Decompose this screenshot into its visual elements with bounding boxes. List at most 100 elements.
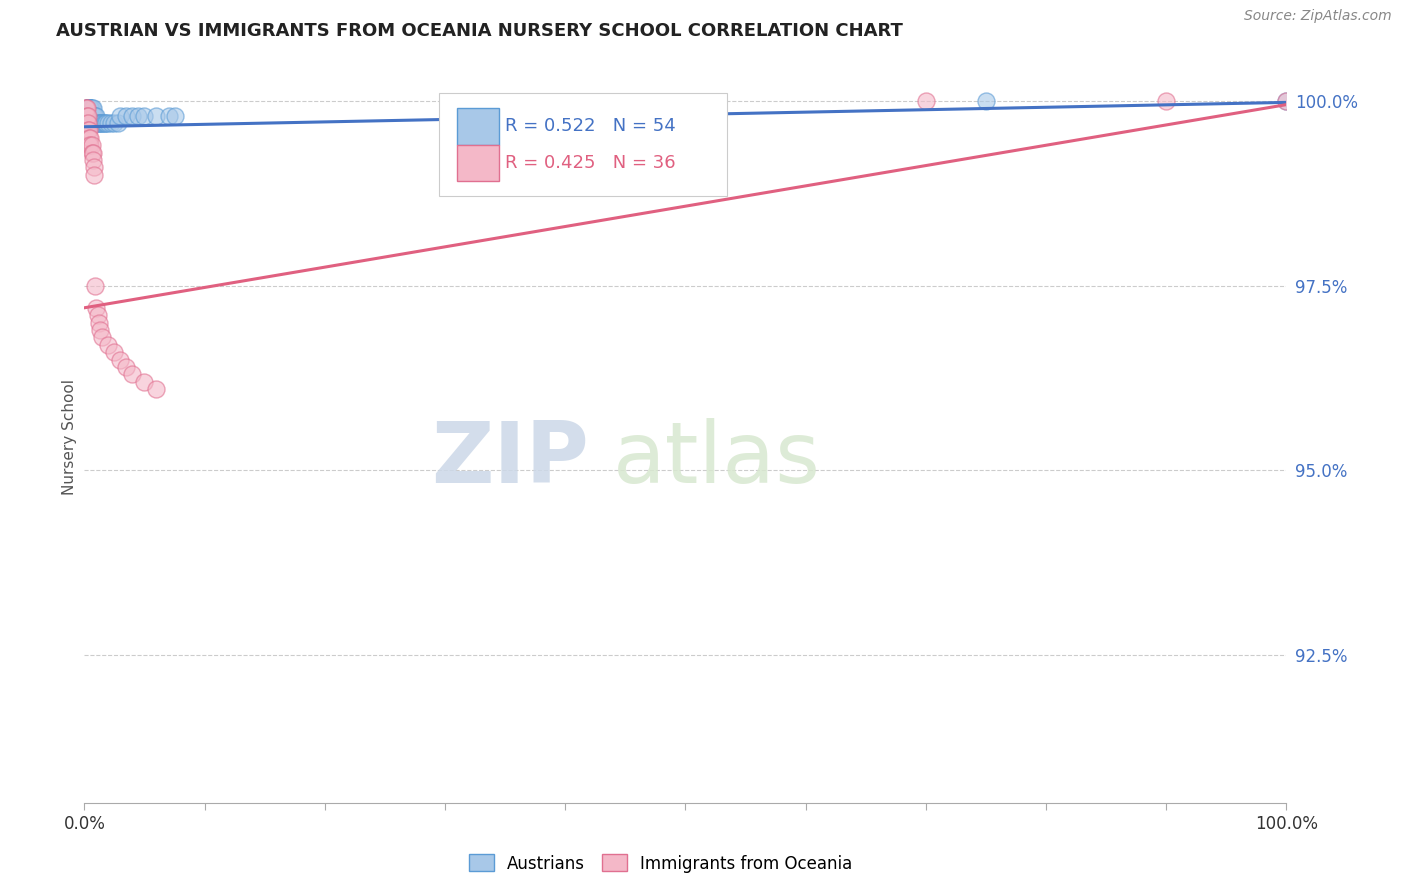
Point — [83, 109, 105, 123]
Point — [80, 138, 103, 153]
Point — [97, 337, 120, 351]
FancyBboxPatch shape — [457, 108, 499, 145]
Point — [77, 138, 100, 153]
Point — [86, 301, 108, 315]
Y-axis label: Nursery School: Nursery School — [62, 379, 77, 495]
Point — [80, 101, 103, 115]
Point — [79, 101, 101, 115]
Point — [82, 101, 104, 115]
Point — [76, 101, 98, 115]
Point — [145, 109, 167, 123]
Point — [86, 308, 108, 322]
Point — [76, 116, 98, 130]
Point — [83, 168, 105, 182]
Point — [79, 101, 101, 115]
Point — [974, 94, 997, 108]
Text: R = 0.425   N = 36: R = 0.425 N = 36 — [505, 153, 676, 172]
Point — [97, 116, 120, 130]
Point — [82, 145, 104, 160]
Point — [77, 101, 100, 115]
Point — [1275, 94, 1298, 108]
Point — [94, 116, 117, 130]
Point — [87, 116, 110, 130]
Point — [77, 101, 100, 115]
Point — [75, 101, 97, 115]
Point — [83, 109, 105, 123]
Point — [1275, 94, 1298, 108]
Point — [121, 109, 143, 123]
Point — [115, 109, 138, 123]
Point — [163, 109, 186, 123]
Point — [82, 109, 104, 123]
Point — [90, 116, 112, 130]
Point — [79, 101, 101, 115]
Point — [84, 109, 107, 123]
Point — [110, 352, 132, 367]
Point — [77, 101, 100, 115]
Point — [75, 109, 97, 123]
Point — [80, 145, 103, 160]
Point — [79, 131, 101, 145]
FancyBboxPatch shape — [457, 145, 499, 181]
Point — [80, 109, 103, 123]
Point — [77, 101, 100, 115]
Point — [77, 101, 100, 115]
Point — [121, 368, 143, 382]
Point — [77, 109, 100, 123]
Point — [94, 116, 117, 130]
Point — [84, 278, 107, 293]
Point — [93, 116, 115, 130]
Point — [77, 123, 100, 137]
FancyBboxPatch shape — [439, 94, 727, 195]
Point — [103, 116, 125, 130]
Point — [103, 345, 125, 359]
Point — [75, 116, 97, 130]
Point — [76, 101, 98, 115]
Point — [1156, 94, 1178, 108]
Point — [76, 109, 98, 123]
Point — [89, 323, 111, 337]
Point — [79, 138, 101, 153]
Text: AUSTRIAN VS IMMIGRANTS FROM OCEANIA NURSERY SCHOOL CORRELATION CHART: AUSTRIAN VS IMMIGRANTS FROM OCEANIA NURS… — [56, 22, 903, 40]
Point — [115, 359, 138, 374]
Point — [107, 116, 129, 130]
Point — [915, 94, 938, 108]
Point — [75, 109, 97, 123]
Point — [91, 116, 114, 130]
Point — [75, 101, 97, 115]
Point — [80, 109, 103, 123]
Legend: Austrians, Immigrants from Oceania: Austrians, Immigrants from Oceania — [463, 847, 859, 880]
Point — [77, 101, 100, 115]
Point — [77, 131, 100, 145]
Point — [86, 116, 108, 130]
Point — [134, 109, 156, 123]
Text: R = 0.522   N = 54: R = 0.522 N = 54 — [505, 117, 676, 136]
Point — [77, 123, 100, 137]
Point — [77, 101, 100, 115]
Point — [76, 109, 98, 123]
Point — [134, 375, 156, 389]
Point — [86, 116, 108, 130]
Point — [77, 101, 100, 115]
Point — [157, 109, 180, 123]
Point — [84, 116, 107, 130]
Point — [77, 116, 100, 130]
Point — [110, 109, 132, 123]
Point — [76, 101, 98, 115]
Point — [83, 161, 105, 175]
Text: atlas: atlas — [613, 417, 821, 500]
Point — [82, 109, 104, 123]
Point — [86, 109, 108, 123]
Text: ZIP: ZIP — [432, 417, 589, 500]
Text: Source: ZipAtlas.com: Source: ZipAtlas.com — [1244, 9, 1392, 23]
Point — [127, 109, 149, 123]
Point — [145, 382, 167, 396]
Point — [100, 116, 122, 130]
Point — [91, 330, 114, 344]
Point — [77, 101, 100, 115]
Point — [77, 101, 100, 115]
Point — [87, 316, 110, 330]
Point — [77, 101, 100, 115]
Point — [79, 101, 101, 115]
Point — [82, 153, 104, 167]
